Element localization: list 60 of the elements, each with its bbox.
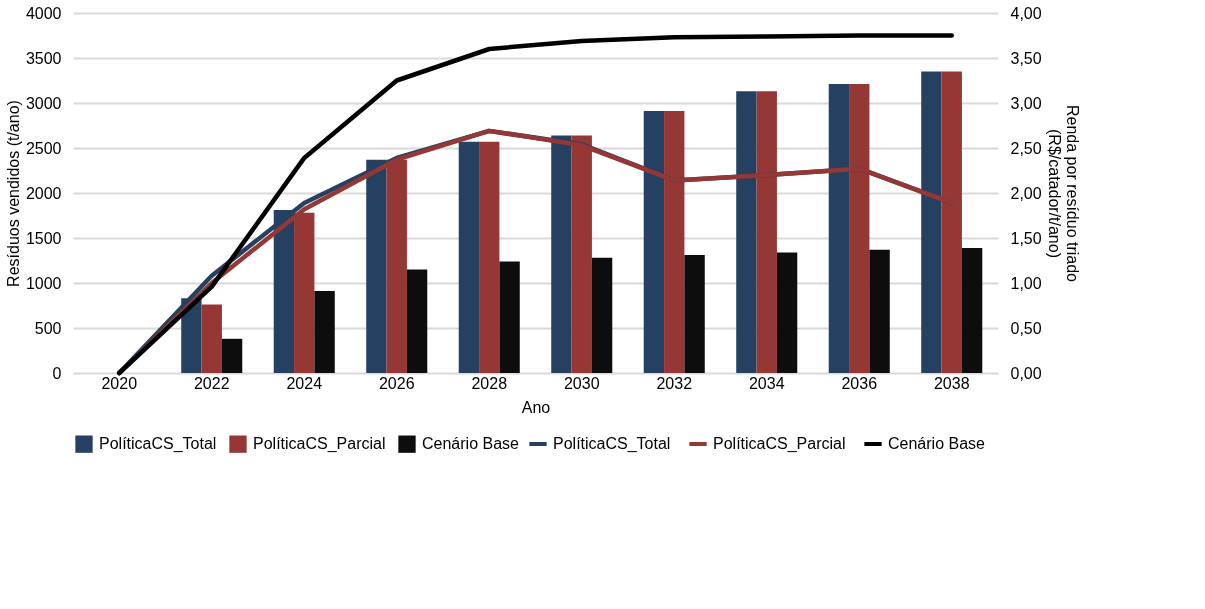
y-tick-label: 3000: [25, 94, 62, 112]
line-series: [117, 33, 954, 376]
y-tick-label: 1000: [25, 274, 62, 292]
bar: [273, 210, 295, 373]
y2-axis-title: Renda por resíduo triado (R$/catador/t/ano): [1045, 105, 1081, 283]
legend-label: PolíticaCS_Parcial: [253, 435, 386, 454]
bar: [366, 159, 387, 373]
bar: [551, 135, 572, 373]
x-tick-label: 2022: [193, 374, 230, 392]
bar: [479, 141, 500, 373]
y2-tick-label: 2,50: [1010, 139, 1042, 157]
y2-tick-label: 3,00: [1010, 94, 1042, 112]
y2-tick-label: 3,50: [1010, 49, 1042, 67]
x-tick-label: 2030: [563, 374, 600, 392]
y-tick-label: 1500: [25, 229, 62, 247]
x-tick-label: 2034: [748, 374, 785, 392]
x-tick-label: 2032: [656, 374, 693, 392]
legend-label: PolíticaCS_Parcial: [713, 435, 846, 453]
bar: [591, 257, 613, 373]
bar: [499, 261, 520, 373]
legend-label: Cenário Base: [888, 435, 986, 452]
bar: [314, 291, 335, 373]
y-tick-label: 4000: [25, 4, 62, 22]
y2-tick-label: 0,50: [1010, 319, 1042, 337]
x-axis-title: Ano: [521, 398, 551, 416]
x-tick-label: 2036: [841, 374, 878, 392]
x-tick-label: 2038: [933, 374, 970, 392]
y-tick-label: 0: [52, 364, 62, 382]
bar: [458, 141, 480, 373]
bar: [201, 304, 222, 373]
bar: [386, 159, 407, 373]
bar: [294, 212, 315, 373]
y2-tick-label: 1,50: [1010, 229, 1042, 247]
x-tick-label: 2026: [378, 374, 415, 392]
x-tick-label: 2024: [286, 374, 323, 392]
bar: [181, 298, 202, 373]
y-tick-label: 2500: [25, 139, 62, 157]
y2-tick-label: 0,00: [1010, 364, 1042, 382]
y-tick-label: 3500: [25, 49, 62, 67]
legend-label: PolíticaCS_Total: [99, 435, 217, 454]
bar: [776, 252, 798, 373]
bar: [684, 255, 705, 373]
legend-label: PolíticaCS_Total: [553, 435, 671, 453]
bar: [921, 71, 942, 373]
x-tick-label: 2028: [471, 374, 508, 392]
y-axis-title: Resíduos vendidos (t/ano): [4, 100, 22, 287]
bar: [571, 135, 592, 373]
bar: [828, 84, 850, 373]
x-tick-label: 2020: [101, 374, 138, 392]
bar: [869, 249, 890, 373]
y-tick-label: 500: [34, 319, 62, 337]
bar: [406, 269, 428, 373]
y2-tick-label: 2,00: [1010, 184, 1042, 202]
y2-tick-label: 1,00: [1010, 274, 1042, 292]
legend-label: Cenário Base: [422, 435, 520, 453]
y-tick-label: 2000: [25, 184, 62, 202]
bar: [961, 247, 983, 373]
bar: [736, 91, 757, 373]
bar: [221, 338, 243, 373]
y2-tick-label: 4,00: [1010, 4, 1042, 22]
